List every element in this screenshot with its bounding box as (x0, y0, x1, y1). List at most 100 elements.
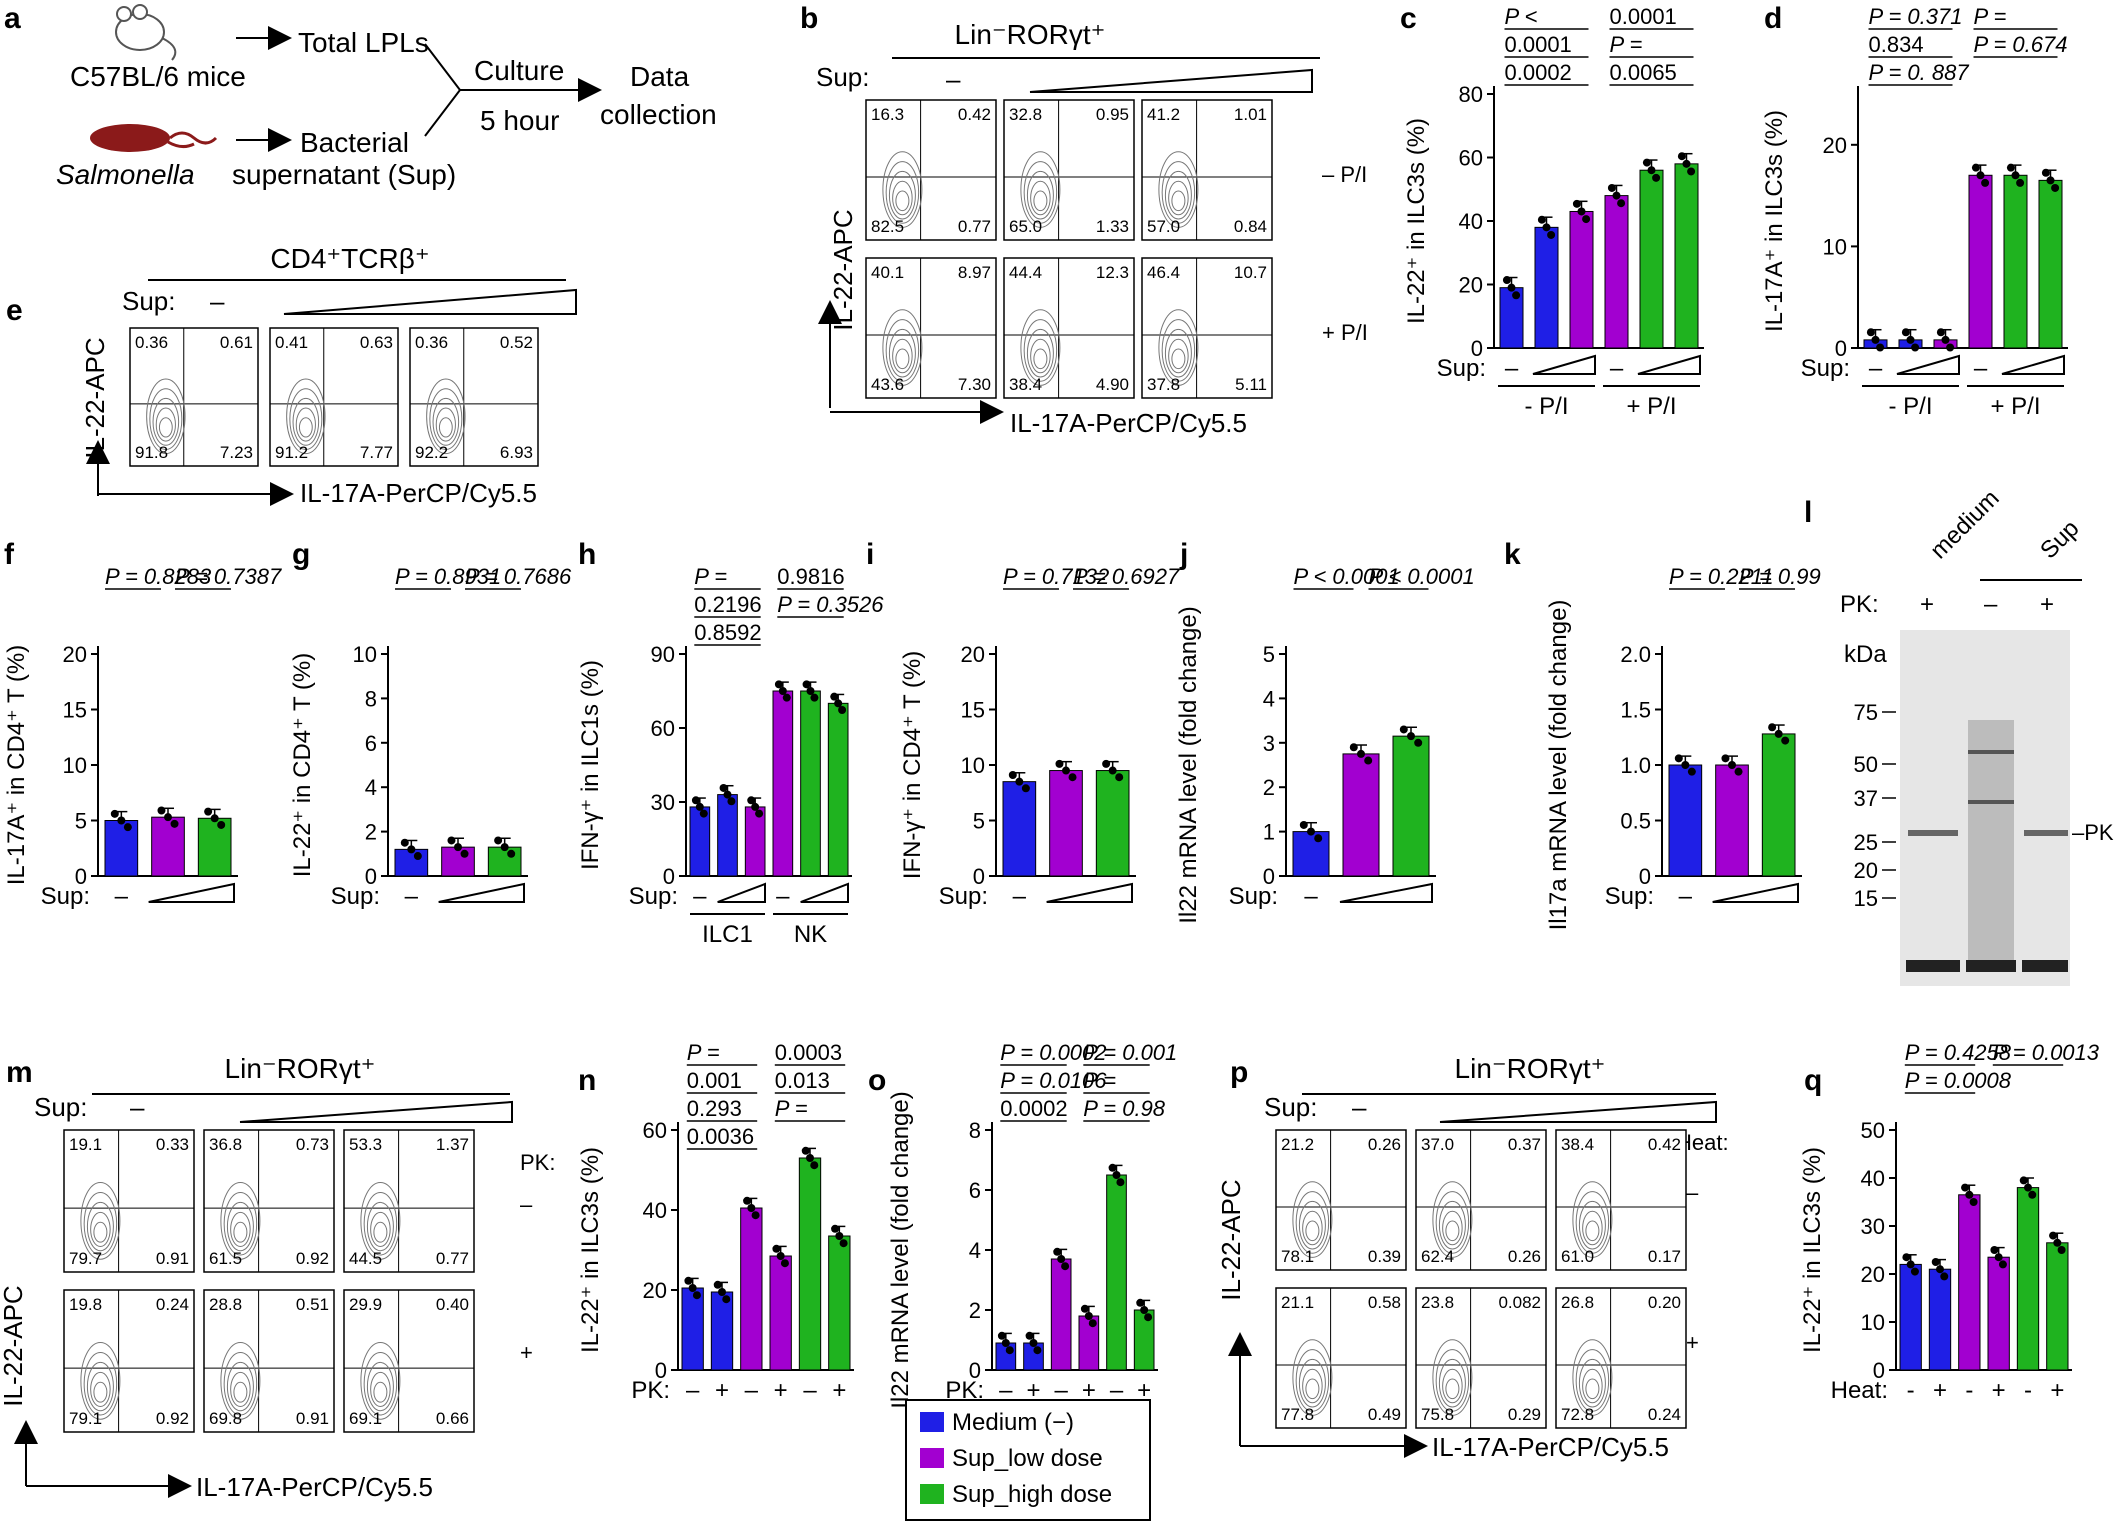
dose-ramp (1532, 354, 1596, 375)
facs-quadrant-ll: 57.0 (1147, 217, 1180, 236)
y-tick-label: 10 (1861, 1310, 1885, 1335)
facs-contour (435, 407, 456, 442)
gel-kda: kDa (1844, 641, 1887, 668)
group-label: - P/I (1524, 393, 1568, 420)
gel-markers: 75 50 37 25 20 15 (1854, 700, 1896, 911)
bar (1023, 1342, 1044, 1371)
p-value-label: 0.0001 (1610, 4, 1677, 29)
data-point (695, 802, 704, 811)
panel-label-n: n (578, 1064, 596, 1097)
total-lpl-label: Total LPLs (298, 27, 429, 58)
facs-contour (1033, 190, 1048, 212)
facs-quadrant-ur: 0.26 (1368, 1135, 1401, 1154)
p-value-label: P < 0.0001 (1294, 564, 1400, 589)
data-point (110, 809, 119, 818)
data-point (460, 849, 469, 858)
facs-quadrant-ul: 21.2 (1281, 1135, 1314, 1154)
facs-contour (1435, 1191, 1470, 1254)
legend-swatch-medium (920, 1412, 944, 1432)
data-point (1314, 834, 1323, 843)
gel-marker-label: 37 (1854, 786, 1878, 811)
bar (1106, 1174, 1127, 1371)
y-tick-label: 0 (973, 864, 985, 889)
pk-label-m: PK: (520, 1150, 555, 1175)
p-value-label: P = 0.7686 (465, 564, 572, 589)
data-point (1734, 767, 1743, 776)
dose-ramp (1046, 882, 1133, 903)
facs-plot: 32.8 0.95 65.0 1.33 (1003, 99, 1135, 241)
data-point (1136, 1298, 1145, 1307)
facs-contour (1435, 1349, 1470, 1412)
facs-contour (233, 1221, 248, 1243)
facs-quadrant-ur: 0.40 (436, 1295, 469, 1314)
gate-label-m: Lin⁻RORγt⁺ (225, 1053, 376, 1084)
bar (744, 806, 766, 877)
facs-quadrant-ul: 19.1 (69, 1135, 102, 1154)
data-line1: Data (630, 61, 690, 92)
data-point (2028, 1190, 2037, 1199)
gel-pk-band-label: –PK (2072, 820, 2114, 845)
facs-plot: 41.2 1.01 57.0 0.84 (1141, 99, 1273, 241)
y-tick-label: 30 (1861, 1214, 1885, 1239)
p-value-label: P = 0.7387 (175, 564, 282, 589)
facs-quadrant-ul: 0.36 (135, 333, 168, 352)
bar (1342, 753, 1380, 877)
facs-quadrant-ll: 75.8 (1421, 1405, 1454, 1424)
facs-frame (1555, 1129, 1687, 1271)
facs-contour (366, 1361, 394, 1412)
bar (1674, 163, 1699, 349)
facs-contour (1438, 1200, 1466, 1250)
facs-plot: 21.2 0.26 78.1 0.39 (1275, 1129, 1407, 1271)
facs-contour (1442, 1210, 1463, 1246)
sup-label-m: Sup: (34, 1092, 88, 1122)
facs-frame (63, 1129, 195, 1273)
yaxis-e: IL-22-APC (80, 337, 110, 458)
facs-quadrant-ur: 0.63 (360, 333, 393, 352)
facs-quadrant-ll: 62.4 (1421, 1247, 1454, 1266)
facs-quadrant-ur: 0.20 (1648, 1293, 1681, 1312)
x-axis-title: Sup: (629, 883, 678, 910)
data-point (2041, 168, 2050, 177)
facs-contour (155, 407, 176, 442)
x-tick-label: – (686, 1377, 700, 1404)
data-point (1582, 215, 1591, 224)
p-value-label: P = 0.4258 (1905, 1040, 2012, 1065)
x-tick-label: – (405, 883, 419, 910)
facs-quadrant-ll: 44.5 (349, 1249, 382, 1268)
data-point (2053, 1238, 2062, 1247)
facs-contour (366, 1201, 394, 1252)
facs-quadrant-lr: 0.84 (1234, 217, 1267, 236)
gel-marker-label: 75 (1854, 700, 1878, 725)
data-point (1015, 777, 1024, 786)
data-point (1866, 328, 1875, 337)
data-point (691, 796, 700, 805)
y-tick-label: 2 (365, 820, 377, 845)
data-point (719, 783, 728, 792)
bar (1715, 764, 1749, 877)
bar (1958, 1194, 1981, 1371)
y-axis-title: IL-22⁺ in CD4⁺ T (%) (289, 653, 316, 878)
facs-plot: 46.4 10.7 37.8 5.11 (1141, 257, 1273, 399)
bar (1002, 781, 1037, 877)
facs-quadrant-lr: 4.90 (1096, 375, 1129, 394)
facs-quadrant-ur: 1.01 (1234, 105, 1267, 124)
facs-contour (1582, 1368, 1603, 1404)
data-point (834, 699, 843, 708)
panel-label-f: f (4, 538, 15, 571)
data-point (1674, 754, 1683, 763)
facs-contour (1020, 309, 1061, 386)
facs-quadrant-lr: 0.29 (1508, 1405, 1541, 1424)
facs-quadrant-ul: 29.9 (349, 1295, 382, 1314)
data-point (170, 819, 179, 828)
facs-contour (1161, 319, 1196, 382)
y-tick-label: 3 (1263, 731, 1275, 756)
y-axis-title: IL-22⁺ in ILC3s (%) (1799, 1147, 1826, 1353)
yaxis-p: IL-22-APC (1216, 1179, 1246, 1300)
facs-plot: 19.1 0.33 79.7 0.91 (63, 1129, 195, 1273)
y-tick-label: 0 (1639, 864, 1651, 889)
dose-ramp (438, 882, 525, 903)
facs-contour (895, 348, 910, 370)
